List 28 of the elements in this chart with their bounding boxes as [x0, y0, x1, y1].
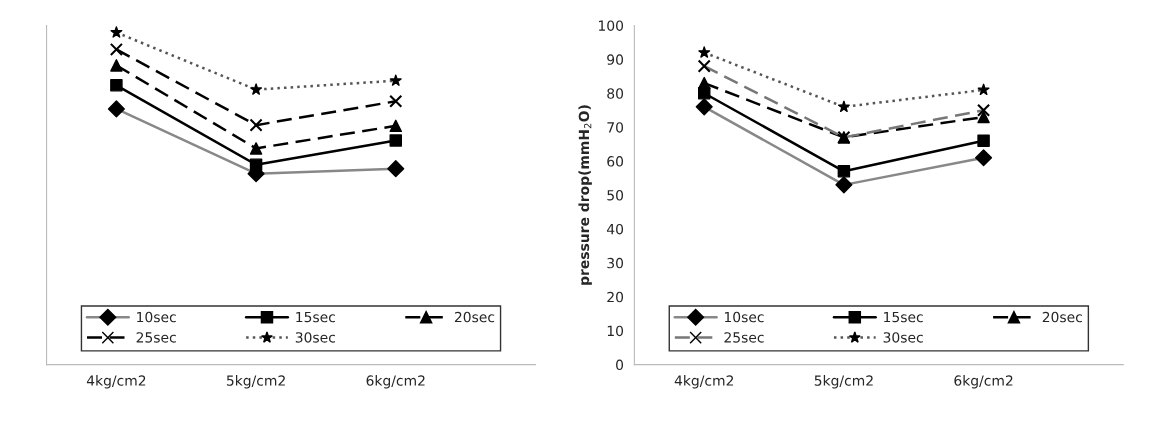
legend-label: 25sec	[136, 332, 176, 343]
y-tick-label: 80	[607, 88, 624, 99]
legend-label: 15sec	[884, 311, 923, 323]
y-tick-label: 50	[607, 190, 624, 201]
y-tick-label: 90	[607, 54, 624, 65]
y-axis-title: pressure drop(mmH$_{2}$O)	[578, 105, 592, 285]
x-tick-label: 5kg/cm2	[226, 375, 285, 389]
legend-label: 20sec	[1042, 311, 1082, 323]
legend-label: 30sec	[295, 332, 335, 343]
y-tick-label: 70	[607, 122, 624, 133]
y-tick-label: 10	[607, 325, 624, 337]
legend-label: 20sec	[454, 311, 495, 323]
legend-label: 25sec	[724, 332, 764, 343]
legend-label: 15sec	[296, 311, 335, 323]
y-tick-label: 100	[598, 20, 624, 31]
x-tick-label: 6kg/cm2	[366, 375, 425, 389]
legend-label: 10sec	[137, 311, 176, 323]
legend-label: 10sec	[724, 311, 764, 323]
y-tick-label: 20	[607, 291, 624, 303]
y-tick-label: 60	[607, 156, 624, 167]
x-tick-label: 4kg/cm2	[86, 375, 146, 389]
legend-label: 30sec	[883, 332, 923, 343]
y-tick-label: 40	[606, 223, 624, 235]
x-tick-label: 6kg/cm2	[954, 375, 1013, 389]
x-tick-label: 4kg/cm2	[674, 375, 734, 389]
y-tick-label: 0	[616, 359, 624, 371]
x-tick-label: 5kg/cm2	[814, 375, 873, 389]
y-tick-label: 30	[607, 257, 624, 269]
